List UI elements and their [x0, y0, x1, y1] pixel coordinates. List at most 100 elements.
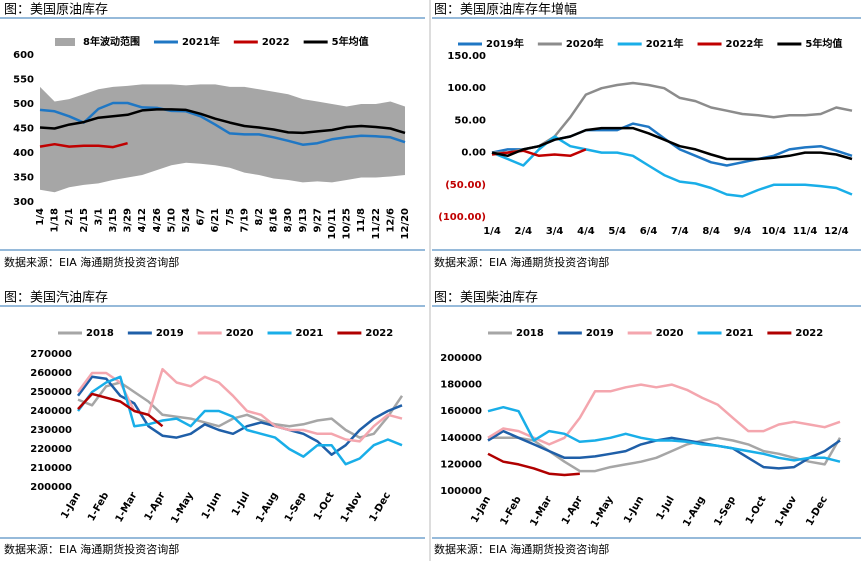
legend-label: 2018: [516, 328, 544, 339]
x-tick-label: 11/22: [371, 208, 382, 240]
x-tick-label: 11/8: [356, 208, 367, 233]
y-tick-label: 100.00: [447, 83, 486, 94]
x-tick-label: 1-Oct: [312, 490, 337, 522]
x-tick-label: 1/4: [35, 208, 46, 226]
x-tick-label: 1-Jan: [469, 495, 493, 525]
y-tick-label: 300: [13, 197, 34, 208]
y-tick-label: 240000: [30, 406, 72, 417]
legend-label: 2022年: [726, 37, 764, 50]
x-tick-label: 8/2: [254, 208, 265, 226]
y-tick-label: 250000: [30, 387, 72, 398]
x-tick-label: 1-Dec: [368, 490, 394, 523]
legend-label: 2018: [86, 328, 114, 339]
y-tick-label: 210000: [30, 463, 72, 474]
x-tick-label: 5/10: [166, 208, 177, 233]
x-tick-label: 9/13: [298, 208, 309, 233]
legend-label: 5年均值: [332, 35, 369, 48]
x-tick-label: 4/12: [137, 208, 148, 233]
y-tick-label: 270000: [30, 349, 72, 360]
x-tick-label: 5/4: [608, 226, 626, 237]
x-tick-label: 12/6: [385, 208, 396, 233]
legend-label: 2022: [795, 328, 823, 339]
x-tick-label: 2/1: [64, 208, 75, 226]
x-tick-label: 9/27: [312, 208, 323, 233]
x-tick-label: 3/15: [108, 208, 119, 233]
legend-label: 2019年: [486, 37, 524, 50]
x-tick-label: 2/4: [515, 226, 533, 237]
x-tick-label: 1-Jan: [59, 491, 83, 521]
x-tick-label: 1-Dec: [804, 494, 830, 527]
y-tick-label: (50.00): [445, 180, 486, 191]
x-tick-label: 1-Jun: [622, 495, 646, 526]
x-tick-label: 1-Mar: [529, 494, 555, 528]
x-tick-label: 5/24: [181, 208, 192, 233]
series-line: [487, 429, 841, 470]
y-tick-label: 140000: [440, 433, 482, 444]
x-tick-label: 3/29: [123, 208, 134, 233]
x-tick-label: 2/15: [79, 208, 90, 233]
x-tick-label: 1-Aug: [254, 491, 280, 525]
chart-title: 图：美国柴油库存: [434, 290, 538, 306]
x-tick-label: 9/4: [734, 226, 752, 237]
legend-label: 2021: [296, 328, 324, 339]
source-note: 数据来源：EIA 海通期货投资咨询部: [434, 255, 609, 269]
x-tick-label: 4/4: [577, 226, 595, 237]
legend-label: 2020: [226, 328, 254, 339]
x-tick-label: 6/7: [196, 208, 207, 226]
x-tick-label: 11/4: [793, 226, 818, 237]
y-tick-label: 0.00: [461, 148, 486, 159]
x-tick-label: 1-Feb: [86, 491, 111, 524]
legend-label: 2021年: [182, 35, 220, 48]
series-line: [76, 367, 403, 443]
series-line: [76, 375, 403, 456]
source-note: 数据来源：EIA 海通期货投资咨询部: [4, 255, 179, 269]
legend-label: 2022: [365, 328, 393, 339]
source-note: 数据来源：EIA 海通期货投资咨询部: [4, 542, 179, 556]
x-tick-label: 1/4: [483, 226, 501, 237]
x-tick-label: 1-Apr: [143, 490, 168, 522]
x-tick-label: 10/11: [327, 208, 338, 240]
series-line: [77, 392, 164, 428]
x-tick-label: 8/16: [269, 208, 280, 233]
y-tick-label: 600: [13, 50, 34, 61]
range-band: [40, 84, 405, 193]
x-tick-label: 7/19: [239, 208, 250, 233]
y-tick-label: 260000: [30, 368, 72, 379]
series-line: [487, 383, 841, 446]
y-tick-label: 50.00: [454, 115, 486, 126]
series-line: [77, 381, 404, 439]
x-tick-label: 6/4: [640, 226, 658, 237]
series-line: [487, 452, 580, 477]
legend-label: 2022: [262, 37, 290, 48]
x-tick-label: 3/4: [546, 226, 564, 237]
legend-label: 2019: [586, 328, 614, 339]
x-tick-label: 7/5: [225, 208, 236, 226]
x-tick-label: 1-Aug: [681, 495, 707, 529]
series-line: [39, 141, 128, 149]
legend-label: 2019: [156, 328, 184, 339]
y-tick-label: (100.00): [438, 212, 486, 223]
y-tick-label: 180000: [440, 380, 482, 391]
series-line: [488, 436, 842, 473]
series-line: [76, 375, 403, 466]
chart-title: 图：美国汽油库存: [4, 290, 108, 306]
legend-label: 2021: [726, 328, 754, 339]
y-tick-label: 400: [13, 148, 34, 159]
x-tick-label: 1-Jul: [655, 495, 677, 522]
x-tick-label: 10/25: [342, 208, 353, 240]
source-note: 数据来源：EIA 海通期货投资咨询部: [434, 542, 609, 556]
x-tick-label: 1-Nov: [773, 494, 799, 528]
x-tick-label: 1-Sep: [712, 495, 738, 528]
series-line: [491, 148, 587, 158]
y-tick-label: 160000: [440, 406, 482, 417]
y-tick-label: 450: [13, 124, 34, 135]
legend-label: 8年波动范围: [83, 35, 140, 48]
y-tick-label: 230000: [30, 425, 72, 436]
legend-label: 5年均值: [805, 37, 842, 50]
x-tick-label: 12/4: [824, 226, 849, 237]
x-tick-label: 8/30: [283, 208, 294, 233]
x-tick-label: 1-Mar: [114, 490, 140, 524]
x-tick-label: 1-Jul: [230, 491, 252, 518]
x-tick-label: 1-May: [589, 494, 616, 529]
